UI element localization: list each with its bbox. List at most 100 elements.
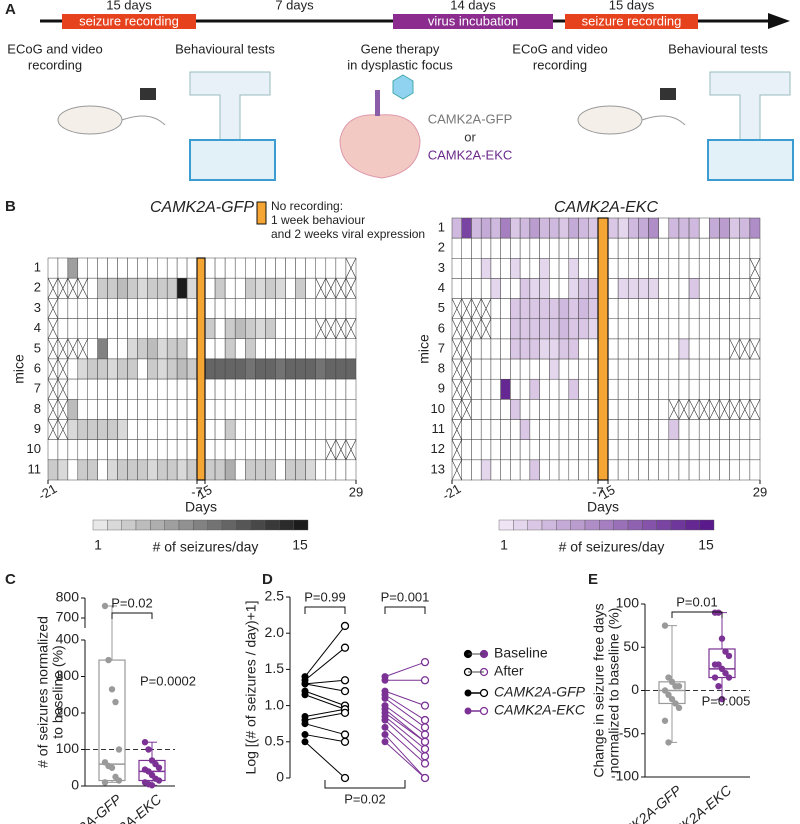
cell	[519, 399, 531, 420]
after-point	[340, 737, 350, 746]
cell	[166, 378, 178, 400]
cell	[285, 298, 296, 319]
cell	[265, 399, 276, 420]
row-label: 10	[27, 441, 41, 456]
cell	[658, 459, 670, 481]
colorbar-step	[293, 519, 309, 531]
cell	[490, 318, 501, 340]
cell	[285, 277, 296, 299]
cell	[658, 439, 670, 461]
cell	[265, 419, 276, 440]
cell	[315, 358, 327, 380]
cell	[549, 419, 560, 440]
cell	[176, 439, 188, 461]
cell	[588, 378, 599, 400]
cell	[658, 298, 670, 320]
cell	[739, 258, 751, 279]
cell	[305, 378, 316, 400]
cell	[739, 318, 751, 340]
cell	[490, 298, 501, 320]
cell	[166, 277, 178, 299]
camera	[660, 88, 676, 100]
gap-bar	[196, 257, 206, 481]
cell	[315, 399, 327, 420]
cell	[315, 298, 327, 319]
colorbar-step	[613, 519, 629, 531]
gap-legend	[256, 201, 267, 225]
y-axis-title: mice	[416, 334, 432, 364]
pair-line	[304, 723, 346, 736]
cell	[345, 459, 357, 481]
cell	[638, 258, 649, 279]
cross	[461, 298, 472, 319]
row-label: 1	[34, 260, 41, 275]
cross	[57, 278, 69, 299]
cell	[480, 278, 492, 299]
cell	[698, 419, 710, 440]
cell	[117, 459, 128, 481]
cell	[500, 217, 511, 239]
cell	[451, 258, 462, 279]
y-tick-label: -50	[619, 724, 639, 740]
cell	[480, 338, 492, 360]
cell	[617, 399, 629, 420]
cell	[204, 459, 216, 481]
cross	[471, 318, 482, 340]
cell	[568, 399, 579, 420]
cell	[315, 338, 327, 360]
cell	[117, 358, 128, 380]
cross	[67, 278, 79, 299]
cell	[245, 378, 256, 400]
row-label: 5	[34, 340, 41, 355]
cell	[729, 298, 740, 320]
cell	[500, 459, 511, 481]
timeline-segment	[62, 14, 196, 29]
cell	[186, 439, 198, 461]
y-axis-title: normalized to baseline (%)	[606, 608, 622, 774]
cell	[245, 439, 256, 461]
cell	[87, 358, 98, 380]
cell	[668, 318, 680, 340]
cell	[638, 338, 649, 360]
cell	[147, 277, 158, 299]
data-point	[725, 674, 733, 681]
data-point	[665, 691, 672, 699]
cell	[578, 399, 589, 420]
cell	[57, 459, 69, 481]
cell	[245, 399, 256, 420]
cell	[539, 419, 550, 440]
cell	[480, 439, 492, 461]
cell	[709, 439, 720, 461]
cell	[500, 439, 511, 461]
cell	[186, 419, 198, 440]
cell	[658, 338, 670, 360]
cell	[451, 217, 462, 239]
cell	[617, 338, 629, 360]
cross	[668, 399, 680, 420]
baseline-point	[381, 676, 389, 684]
cell	[729, 459, 740, 481]
cell	[285, 318, 296, 339]
cell	[729, 217, 740, 239]
cell	[510, 399, 521, 420]
cell	[275, 318, 286, 339]
cell	[549, 439, 560, 461]
illustrations	[57, 71, 794, 181]
pair-line	[384, 697, 426, 728]
cell	[87, 439, 98, 461]
cross	[451, 459, 463, 481]
data-point	[105, 656, 112, 664]
cell	[147, 378, 158, 400]
pair-line	[384, 705, 426, 735]
cross	[461, 338, 472, 360]
cell	[638, 439, 649, 461]
after-point	[420, 737, 430, 746]
cell	[510, 217, 521, 239]
cross	[335, 318, 347, 339]
cell	[678, 217, 690, 239]
cell	[166, 358, 178, 380]
y-tick-label: 2.0	[265, 624, 285, 640]
cell	[77, 298, 88, 319]
colorbar-step	[164, 519, 180, 531]
panel-label: E	[588, 571, 598, 588]
